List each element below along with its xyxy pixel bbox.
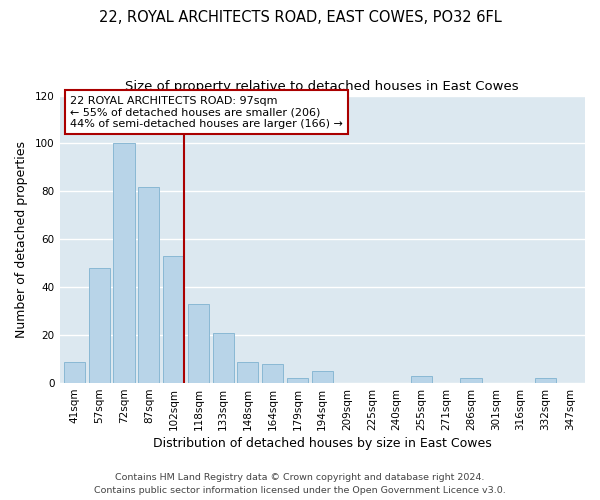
- Text: 22 ROYAL ARCHITECTS ROAD: 97sqm
← 55% of detached houses are smaller (206)
44% o: 22 ROYAL ARCHITECTS ROAD: 97sqm ← 55% of…: [70, 96, 343, 129]
- Bar: [163, 256, 184, 383]
- Bar: [188, 304, 209, 383]
- Bar: [89, 268, 110, 383]
- Title: Size of property relative to detached houses in East Cowes: Size of property relative to detached ho…: [125, 80, 519, 93]
- Bar: [262, 364, 283, 383]
- Bar: [212, 333, 233, 383]
- Text: 22, ROYAL ARCHITECTS ROAD, EAST COWES, PO32 6FL: 22, ROYAL ARCHITECTS ROAD, EAST COWES, P…: [98, 10, 502, 25]
- Bar: [113, 144, 134, 383]
- Bar: [287, 378, 308, 383]
- Bar: [238, 362, 259, 383]
- Bar: [64, 362, 85, 383]
- X-axis label: Distribution of detached houses by size in East Cowes: Distribution of detached houses by size …: [153, 437, 491, 450]
- Bar: [411, 376, 432, 383]
- Bar: [312, 371, 333, 383]
- Bar: [460, 378, 482, 383]
- Text: Contains HM Land Registry data © Crown copyright and database right 2024.
Contai: Contains HM Land Registry data © Crown c…: [94, 473, 506, 495]
- Bar: [535, 378, 556, 383]
- Bar: [138, 186, 160, 383]
- Y-axis label: Number of detached properties: Number of detached properties: [15, 141, 28, 338]
